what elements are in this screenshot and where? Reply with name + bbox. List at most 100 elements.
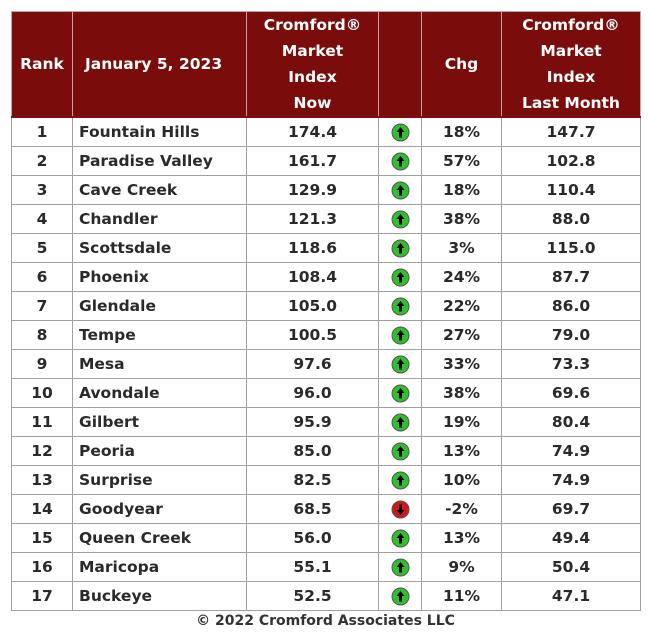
rank-cell: 3 — [11, 175, 73, 205]
change-percent-cell: 18% — [421, 175, 502, 205]
index-last-month-cell: 49.4 — [501, 523, 641, 553]
city-name-cell: Cave Creek — [72, 175, 247, 205]
city-name-cell: Queen Creek — [72, 523, 247, 553]
trend-indicator-cell — [378, 204, 422, 234]
rank-cell: 6 — [11, 262, 73, 292]
city-name-cell: Tempe — [72, 320, 247, 350]
change-percent-cell: -2% — [421, 494, 502, 524]
index-last-month-cell: 74.9 — [501, 436, 641, 466]
table-body: 1 Fountain Hills 174.4 18% 147.7 2 Paradise Va… — [11, 116, 641, 611]
table-row: 6 Phoenix 108.4 24% 87.7 — [11, 262, 641, 292]
index-now-cell: 55.1 — [246, 552, 379, 582]
index-now-header-line: Now — [293, 94, 332, 112]
city-name-cell: Phoenix — [72, 262, 247, 292]
table-row: 17 Buckeye 52.5 11% 47.1 — [11, 581, 641, 611]
rank-cell: 13 — [11, 465, 73, 495]
trend-indicator-cell — [378, 581, 422, 611]
change-percent-cell: 3% — [421, 233, 502, 263]
green-up-arrow-icon — [391, 210, 410, 229]
date-header: January 5, 2023 — [72, 11, 247, 118]
index-last-month-cell: 73.3 — [501, 349, 641, 379]
rank-cell: 1 — [11, 116, 73, 147]
index-last-month-cell: 147.7 — [501, 116, 641, 147]
index-last-month-cell: 69.6 — [501, 378, 641, 408]
city-name-cell: Chandler — [72, 204, 247, 234]
table-row: 13 Surprise 82.5 10% 74.9 — [11, 465, 641, 495]
trend-indicator-cell — [378, 378, 422, 408]
city-name-cell: Glendale — [72, 291, 247, 321]
index-now-cell: 68.5 — [246, 494, 379, 524]
green-up-arrow-icon — [391, 297, 410, 316]
table-row: 1 Fountain Hills 174.4 18% 147.7 — [11, 116, 641, 147]
index-now-cell: 82.5 — [246, 465, 379, 495]
change-percent-cell: 13% — [421, 523, 502, 553]
table-row: 15 Queen Creek 56.0 13% 49.4 — [11, 523, 641, 553]
green-up-arrow-icon — [391, 442, 410, 461]
trend-indicator-cell — [378, 349, 422, 379]
index-last-month-cell: 50.4 — [501, 552, 641, 582]
index-now-cell: 118.6 — [246, 233, 379, 263]
rank-cell: 8 — [11, 320, 73, 350]
index-last-month-cell: 80.4 — [501, 407, 641, 437]
table-row: 10 Avondale 96.0 38% 69.6 — [11, 378, 641, 408]
index-last-header-line: Last Month — [522, 94, 620, 112]
table-row: 2 Paradise Valley 161.7 57% 102.8 — [11, 146, 641, 176]
table-row: 12 Peoria 85.0 13% 74.9 — [11, 436, 641, 466]
city-name-cell: Buckeye — [72, 581, 247, 611]
city-name-cell: Gilbert — [72, 407, 247, 437]
index-now-cell: 121.3 — [246, 204, 379, 234]
rank-cell: 9 — [11, 349, 73, 379]
index-now-header-line: Index — [288, 68, 337, 86]
header-row: Rank January 5, 2023 Cromford® Market In… — [11, 11, 641, 118]
index-now-cell: 85.0 — [246, 436, 379, 466]
index-now-cell: 52.5 — [246, 581, 379, 611]
rank-cell: 15 — [11, 523, 73, 553]
table-row: 16 Maricopa 55.1 9% 50.4 — [11, 552, 641, 582]
index-last-month-cell: 69.7 — [501, 494, 641, 524]
rank-cell: 11 — [11, 407, 73, 437]
green-up-arrow-icon — [391, 152, 410, 171]
rank-cell: 2 — [11, 146, 73, 176]
city-name-cell: Goodyear — [72, 494, 247, 524]
change-percent-cell: 38% — [421, 378, 502, 408]
change-percent-cell: 10% — [421, 465, 502, 495]
green-up-arrow-icon — [391, 123, 410, 142]
index-last-month-cell: 115.0 — [501, 233, 641, 263]
index-now-header-line: Cromford® — [263, 16, 362, 34]
table-row: 8 Tempe 100.5 27% 79.0 — [11, 320, 641, 350]
city-name-cell: Maricopa — [72, 552, 247, 582]
rank-cell: 16 — [11, 552, 73, 582]
green-up-arrow-icon — [391, 181, 410, 200]
change-percent-cell: 33% — [421, 349, 502, 379]
market-index-table: Rank January 5, 2023 Cromford® Market In… — [11, 11, 641, 611]
index-last-month-cell: 79.0 — [501, 320, 641, 350]
index-now-cell: 96.0 — [246, 378, 379, 408]
change-percent-cell: 11% — [421, 581, 502, 611]
trend-indicator-cell — [378, 146, 422, 176]
index-last-header-line: Market — [540, 42, 602, 60]
index-last-month-cell: 102.8 — [501, 146, 641, 176]
table-row: 7 Glendale 105.0 22% 86.0 — [11, 291, 641, 321]
change-percent-cell: 13% — [421, 436, 502, 466]
index-now-header: Cromford® Market Index Now — [246, 11, 379, 118]
green-up-arrow-icon — [391, 239, 410, 258]
trend-indicator-cell — [378, 552, 422, 582]
index-now-cell: 100.5 — [246, 320, 379, 350]
index-now-cell: 161.7 — [246, 146, 379, 176]
change-percent-cell: 19% — [421, 407, 502, 437]
index-now-cell: 95.9 — [246, 407, 379, 437]
market-index-table-container: Rank January 5, 2023 Cromford® Market In… — [11, 11, 641, 611]
city-name-cell: Fountain Hills — [72, 116, 247, 147]
table-row: 9 Mesa 97.6 33% 73.3 — [11, 349, 641, 379]
rank-cell: 10 — [11, 378, 73, 408]
index-now-cell: 174.4 — [246, 116, 379, 147]
city-name-cell: Surprise — [72, 465, 247, 495]
trend-indicator-cell — [378, 523, 422, 553]
rank-cell: 5 — [11, 233, 73, 263]
table-row: 14 Goodyear 68.5 -2% 69.7 — [11, 494, 641, 524]
green-up-arrow-icon — [391, 558, 410, 577]
change-percent-cell: 57% — [421, 146, 502, 176]
city-name-cell: Mesa — [72, 349, 247, 379]
green-up-arrow-icon — [391, 326, 410, 345]
index-now-cell: 129.9 — [246, 175, 379, 205]
